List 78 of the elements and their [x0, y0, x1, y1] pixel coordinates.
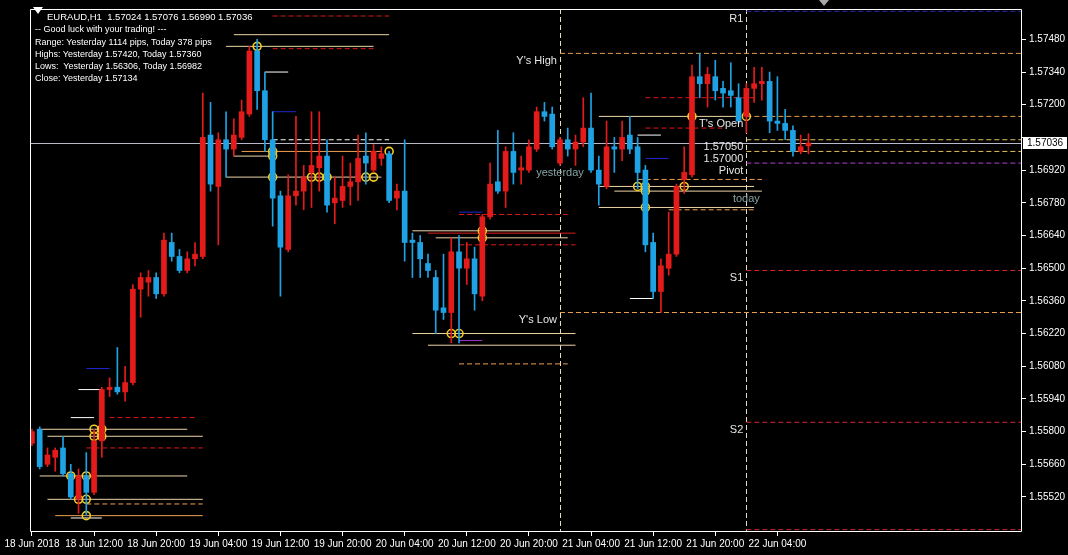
point	[454, 328, 464, 339]
y-tick-label: 1.56640	[1029, 229, 1066, 241]
point	[640, 202, 651, 213]
candlestick	[759, 67, 765, 101]
y-tick-label: 1.55940	[1029, 392, 1066, 404]
series-label: S2	[729, 422, 744, 435]
y-tick-label: 1.57200	[1029, 98, 1066, 110]
candlestick	[192, 242, 198, 267]
annotation: today	[732, 191, 761, 204]
candlestick	[347, 162, 354, 206]
x-tick-label: 20 Jun 20:00	[500, 537, 559, 549]
point	[81, 494, 92, 505]
x-tick-label: 21 Jun 04:00	[562, 537, 621, 549]
series-label: Pivot	[718, 163, 744, 176]
point	[81, 510, 92, 521]
candlestick	[611, 137, 618, 173]
y-tick-label: 1.56220	[1029, 327, 1066, 339]
series-label: S1	[729, 271, 744, 284]
x-tick-label: 19 Jun 20:00	[313, 537, 372, 549]
x-tick-label: 19 Jun 12:00	[251, 537, 310, 549]
point	[306, 172, 317, 182]
x-tick-label: 18 Jun 12:00	[65, 537, 124, 549]
candlestick	[782, 109, 788, 141]
point	[89, 431, 99, 442]
point	[741, 111, 752, 122]
candlestick	[681, 146, 688, 194]
y-tick-label: 1.55800	[1029, 425, 1066, 437]
point	[89, 424, 99, 435]
point	[632, 181, 643, 192]
x-tick-label: 20 Jun 04:00	[375, 537, 435, 549]
point	[73, 494, 84, 505]
point	[679, 181, 690, 192]
candlestick	[223, 111, 229, 178]
series-label: R1	[729, 11, 744, 24]
series-label: 1.57050	[703, 140, 744, 153]
chart-title: EURAUD,H1 1.57024 1.57076 1.56990 1.57036	[47, 10, 253, 22]
ref-line-label: 1.57036	[1027, 136, 1064, 148]
point	[81, 471, 92, 481]
x-tick-label: 21 Jun 20:00	[686, 537, 745, 549]
y-tick-label: 1.56080	[1029, 359, 1066, 371]
candlestick	[720, 81, 726, 108]
x-tick-label: 19 Jun 04:00	[189, 537, 248, 549]
series-label: Y's High	[516, 53, 557, 66]
point	[446, 328, 457, 339]
y-tick-label: 1.57480	[1029, 33, 1066, 45]
candlestick	[518, 155, 524, 185]
series-label: Y's Low	[518, 313, 558, 326]
series-label: 1.57000	[703, 151, 744, 164]
candlestick	[696, 53, 703, 99]
y-tick-label: 1.55660	[1029, 458, 1066, 470]
x-tick-label: 18 Jun 2018	[4, 537, 60, 549]
x-tick-label: 20 Jun 12:00	[437, 537, 497, 549]
y-tick-label: 1.56360	[1029, 294, 1066, 306]
annotation: Close: Yesterday 1.57134	[35, 72, 138, 83]
candlestick	[495, 130, 501, 194]
annotation: -- Good luck with your trading! ---	[35, 24, 167, 35]
annotation: Lows: Yesterday 1.56306, Today 1.56982	[35, 60, 202, 71]
point	[361, 172, 371, 182]
annotation: Range: Yesterday 1114 pips, Today 378 pips	[35, 36, 213, 47]
x-tick-label: 18 Jun 20:00	[127, 537, 186, 549]
series-label: T's Open	[699, 116, 744, 129]
y-tick-label: 1.55520	[1029, 490, 1066, 502]
candlestick	[665, 211, 672, 276]
point	[314, 172, 325, 182]
point	[368, 172, 379, 182]
candlestick	[727, 62, 734, 108]
y-tick-label: 1.56780	[1029, 196, 1066, 208]
point	[384, 146, 394, 157]
candlestick	[331, 176, 338, 225]
annotation: yesterday	[536, 165, 585, 178]
y-tick-label: 1.56920	[1029, 163, 1066, 175]
annotation: Highs: Yesterday 1.57420, Today 1.57360	[35, 48, 202, 59]
x-tick-label: 22 Jun 04:00	[748, 537, 807, 549]
y-tick-label: 1.56500	[1029, 261, 1066, 273]
x-tick-label: 21 Jun 12:00	[624, 537, 683, 549]
point	[252, 41, 262, 52]
candlestick	[293, 116, 299, 206]
y-tick-label: 1.57340	[1029, 65, 1066, 77]
